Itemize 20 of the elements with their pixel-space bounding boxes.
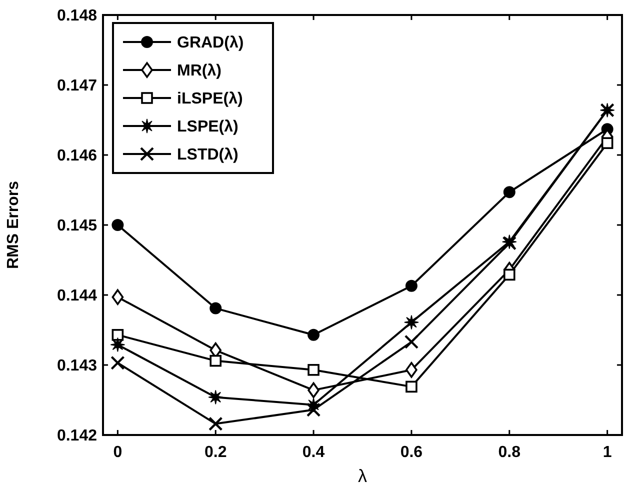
- y-tick-label: 0.144: [56, 288, 98, 305]
- y-tick-label: 0.146: [56, 148, 98, 165]
- legend-label: GRAD(λ): [177, 34, 244, 52]
- x-tick-label: 0.8: [498, 444, 521, 461]
- legend-label: MR(λ): [177, 62, 222, 80]
- x-tick-label: 1: [602, 444, 612, 461]
- x-axis-title: λ: [358, 466, 367, 486]
- y-tick-label: 0.147: [56, 78, 98, 95]
- x-tick-label: 0.2: [204, 444, 227, 461]
- y-tick-label: 0.148: [56, 8, 98, 25]
- y-axis-title: RMS Errors: [5, 180, 22, 270]
- x-tick-label: 0: [113, 444, 122, 461]
- y-tick-label: 0.143: [56, 358, 98, 375]
- x-tick-label: 0.6: [400, 444, 423, 461]
- legend-label: iLSPE(λ): [177, 90, 243, 108]
- x-tick-label: 0.4: [302, 444, 325, 461]
- y-tick-label: 0.142: [56, 428, 98, 445]
- legend-label: LSTD(λ): [177, 146, 238, 164]
- legend-label: LSPE(λ): [177, 118, 238, 136]
- y-tick-label: 0.145: [56, 218, 98, 235]
